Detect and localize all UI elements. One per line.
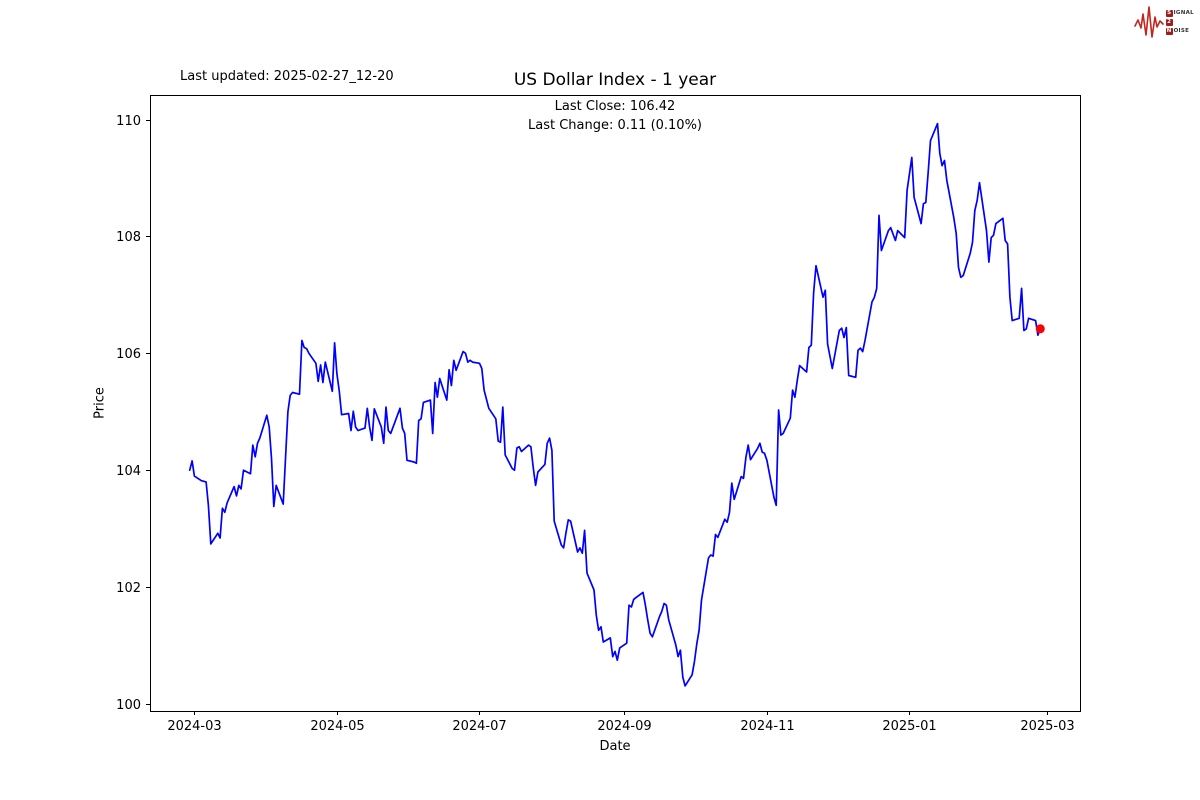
axes-frame [150, 95, 1081, 712]
x-axis-label: Date [599, 739, 631, 754]
logo-text: S IGNAL 2 N OISE [1165, 9, 1194, 35]
x-tick-label: 2024-07 [452, 719, 506, 734]
page-title: US Dollar Index - 1 year [513, 70, 717, 90]
x-tick-label: 2025-01 [882, 719, 936, 734]
x-tick-label: 2024-09 [597, 719, 651, 734]
y-tick-label: 100 [116, 698, 141, 713]
y-tick-label: 110 [116, 114, 141, 129]
logo-row-signal: S IGNAL [1165, 9, 1194, 17]
x-tick-label: 2025-03 [1020, 719, 1074, 734]
logo-letter-2: 2 [1165, 18, 1173, 26]
y-tick-label: 102 [116, 581, 141, 596]
y-axis-label: Price [92, 387, 108, 419]
y-tick-label: 108 [116, 230, 141, 245]
x-tick-label: 2024-11 [740, 719, 794, 734]
last-price-marker [1035, 324, 1045, 334]
logo-row-noise: N OISE [1165, 27, 1190, 35]
logo-letter-n: N [1165, 27, 1173, 35]
waveform-icon [1133, 6, 1164, 38]
last-close-annotation: Last Close: 106.42 Last Change: 0.11 (0.… [528, 97, 702, 135]
logo-letter-s: S [1165, 9, 1173, 17]
last-updated-text: Last updated: 2025-02-27_12-20 [180, 69, 394, 84]
price-line [188, 122, 1042, 687]
signal2noise-logo: S IGNAL 2 N OISE [1133, 4, 1194, 40]
logo-row-two: 2 [1165, 18, 1194, 26]
x-tick-label: 2024-03 [167, 719, 221, 734]
x-tick-label: 2024-05 [310, 719, 364, 734]
last-close-line: Last Close: 106.42 [554, 99, 676, 114]
last-change-line: Last Change: 0.11 (0.10%) [527, 118, 703, 133]
y-tick-label: 104 [116, 464, 141, 479]
y-tick-label: 106 [116, 347, 141, 362]
